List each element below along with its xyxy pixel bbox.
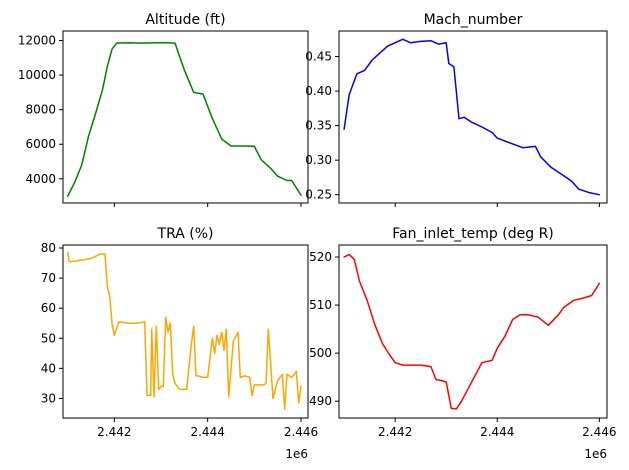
y-tick-label: 10000	[18, 68, 56, 82]
y-tick-label: 12000	[18, 34, 56, 48]
y-tick-label: 490	[309, 394, 332, 408]
x-tick-label: 2.442	[97, 425, 131, 439]
subplot-2: Mach_number 0.25 0.30 0.35 0.40 0.45	[305, 12, 608, 207]
x-tick-label: 2.444	[190, 425, 224, 439]
subplot-3: TRA (%) 2.442 2.444 2.446 30 40 50 60 70 80 1e6	[41, 226, 318, 461]
subplot-1: Altitude (ft) 4000 6000 8000 10000 12000	[18, 12, 309, 207]
series-line-1	[66, 251, 302, 410]
y-tick-label: 0.25	[305, 188, 332, 202]
series-line-1	[343, 38, 601, 196]
axes-frame	[62, 244, 309, 419]
subplot-title: TRA (%)	[157, 226, 214, 242]
x-tick-label: 2.446	[582, 425, 616, 439]
subplot-title: Fan_inlet_temp (deg R)	[392, 226, 554, 242]
x-tick-label: 2.446	[284, 425, 318, 439]
y-tick-label: 0.45	[305, 50, 332, 64]
y-tick-label: 50	[41, 331, 56, 345]
series-line-1	[343, 253, 601, 410]
y-tick-label: 60	[41, 301, 56, 315]
y-tick-label: 0.35	[305, 119, 332, 133]
axes-frame	[62, 30, 309, 204]
y-tick-label: 520	[309, 250, 332, 264]
x-offset-label: 1e6	[584, 447, 607, 461]
y-tick-label: 510	[309, 298, 332, 312]
y-tick-label: 0.40	[305, 84, 332, 98]
subplot-4: Fan_inlet_temp (deg R) 2.442 2.444 2.446 490…	[309, 226, 616, 461]
y-tick-label: 500	[309, 346, 332, 360]
y-tick-label: 70	[41, 271, 56, 285]
axes-frame	[338, 30, 608, 204]
x-tick-label: 2.444	[480, 425, 514, 439]
subplot-title: Mach_number	[424, 12, 523, 28]
y-tick-label: 0.30	[305, 153, 332, 167]
y-tick-label: 8000	[25, 103, 56, 117]
axes-frame	[338, 244, 608, 419]
subplot-title: Altitude (ft)	[145, 12, 225, 28]
y-tick-label: 40	[41, 361, 56, 375]
y-tick-label: 30	[41, 391, 56, 405]
x-tick-label: 2.442	[378, 425, 412, 439]
y-tick-label: 80	[41, 241, 56, 255]
series-line-1	[66, 41, 302, 197]
y-tick-label: 6000	[25, 137, 56, 151]
y-tick-label: 4000	[25, 172, 56, 186]
x-offset-label: 1e6	[285, 447, 308, 461]
